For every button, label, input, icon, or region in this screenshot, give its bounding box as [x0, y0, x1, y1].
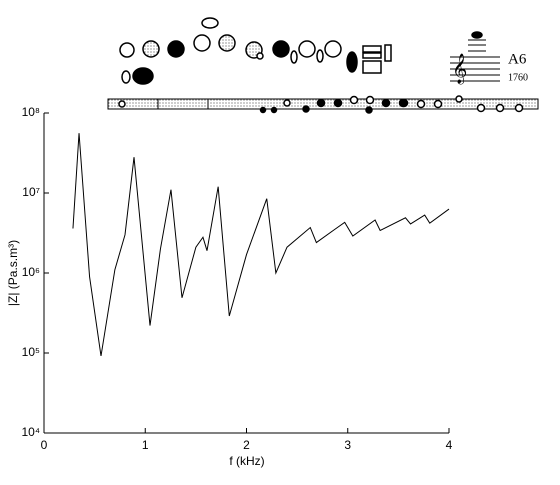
y-tick-label: 10⁷	[22, 185, 40, 199]
y-tick-label: 10⁵	[22, 345, 40, 359]
y-tick-label: 10⁶	[22, 265, 40, 279]
fingering-diagram: 𝄞	[107, 17, 539, 114]
y-tick-label: 10⁴	[21, 425, 40, 439]
x-tick-label: 3	[344, 438, 351, 452]
y-axis-label: |Z| (Pa.s.m³)	[6, 240, 20, 306]
svg-text:𝄞: 𝄞	[452, 53, 467, 85]
y-tick-label: 10⁸	[22, 105, 40, 119]
x-tick-label: 4	[446, 438, 453, 452]
x-tick-label: 2	[243, 438, 250, 452]
note-name: A6	[508, 51, 527, 67]
impedance-line	[72, 133, 450, 356]
note-frequency: 1760	[508, 72, 528, 83]
x-tick-label: 1	[142, 438, 149, 452]
x-tick-label: 0	[41, 438, 48, 452]
x-axis-label: f (kHz)	[229, 454, 264, 468]
